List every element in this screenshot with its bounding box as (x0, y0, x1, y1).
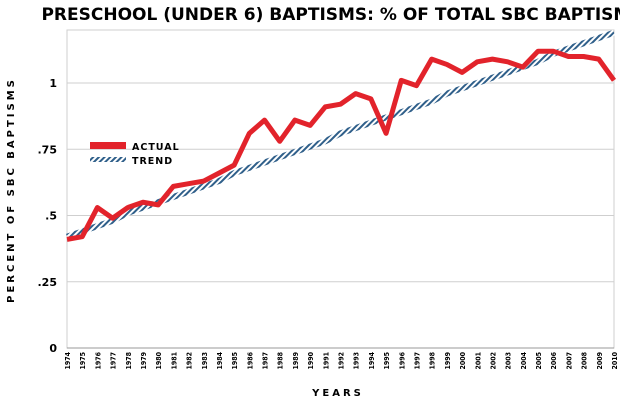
x-tick-label: 1984 (216, 351, 224, 369)
x-tick-label: 2006 (550, 351, 558, 369)
x-tick-label: 2003 (505, 352, 513, 370)
x-tick-label: 1974 (64, 351, 72, 369)
y-tick-label: .5 (45, 210, 57, 223)
x-tick-label: 1988 (277, 352, 285, 370)
x-tick-label: 1980 (155, 351, 163, 369)
x-tick-label: 1990 (307, 351, 315, 369)
y-tick-label: .25 (38, 276, 58, 289)
x-tick-label: 1983 (201, 352, 209, 370)
y-axis-label: PERCENT OF SBC BAPTISMS (6, 77, 17, 303)
legend-label-trend: TREND (132, 156, 173, 167)
series-line-trend (66, 29, 615, 240)
x-axis-label: YEARS (311, 388, 364, 399)
y-ticks: 0 .25 .5 .75 1 (38, 77, 58, 355)
x-tick-label: 1987 (262, 352, 270, 370)
y-tick-label: 1 (49, 77, 57, 90)
x-tick-label: 2008 (581, 352, 589, 370)
x-tick-label: 2001 (474, 352, 482, 370)
legend: ACTUAL TREND (90, 142, 180, 167)
chart-title: PRESCHOOL (UNDER 6) BAPTISMS: % OF TOTAL… (41, 5, 620, 25)
x-tick-label: 2010 (611, 351, 619, 369)
x-tick-label: 1976 (94, 351, 102, 369)
x-tick-label: 1977 (110, 352, 118, 370)
x-tick-label: 1985 (231, 352, 239, 370)
x-tick-label: 2000 (459, 351, 467, 369)
x-tick-label: 2002 (489, 352, 497, 370)
x-tick-label: 1975 (79, 352, 87, 370)
x-tick-label: 1986 (246, 351, 254, 369)
plot-border (66, 29, 615, 349)
x-tick-label: 1993 (353, 352, 361, 370)
x-tick-label: 1995 (383, 352, 391, 370)
x-tick-label: 2007 (565, 352, 573, 370)
x-tick-label: 1979 (140, 352, 148, 370)
x-tick-label: 1989 (292, 352, 300, 370)
x-ticks: 1974 1975 1976 1977 1978 1979 1980 1981 1982 1983… (64, 351, 619, 369)
series (66, 29, 617, 242)
x-tick-label: 1992 (338, 352, 346, 370)
x-tick-label: 1994 (368, 351, 376, 369)
y-tick-label: .75 (38, 143, 58, 156)
x-tick-label: 1998 (429, 352, 437, 370)
y-tick-label: 0 (49, 342, 57, 355)
x-tick-label: 1997 (413, 352, 421, 370)
x-tick-label: 1996 (398, 351, 406, 369)
x-tick-label: 2004 (520, 351, 528, 369)
x-tick-label: 2005 (535, 352, 543, 370)
x-tick-label: 1978 (125, 352, 133, 370)
legend-label-actual: ACTUAL (132, 142, 180, 153)
x-tick-label: 1981 (170, 352, 178, 370)
legend-swatch-actual (90, 142, 126, 149)
x-tick-label: 2009 (596, 352, 604, 370)
x-tick-label: 1982 (186, 352, 194, 370)
x-tick-label: 1999 (444, 352, 452, 370)
legend-swatch-trend (90, 157, 126, 162)
x-tick-label: 1991 (322, 352, 330, 370)
grid (66, 29, 615, 349)
